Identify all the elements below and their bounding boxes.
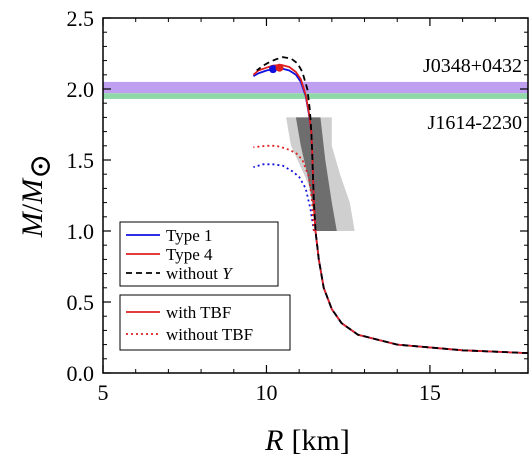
legend-label-part: without: [166, 264, 222, 283]
legend-label: Type 4: [166, 245, 213, 264]
legend-label: without Y: [166, 264, 233, 283]
plot-frame: [102, 17, 529, 374]
legend-tbf-box: [119, 294, 291, 351]
y-tick-label: 0.5: [67, 290, 95, 315]
y-axis-var: M: [16, 210, 49, 238]
legend-tbf: with TBF without TBF: [119, 294, 291, 351]
legend-label: Type 1: [166, 226, 213, 245]
band-1: [103, 93, 528, 99]
legend-label-part: Type 4: [166, 245, 213, 264]
x-axis-unit: [km]: [292, 424, 350, 457]
band-labels: J0348+0432 J1614-2230: [423, 55, 522, 134]
series-line-3: [253, 163, 315, 232]
series-markers: [269, 63, 284, 74]
x-axis-title: R [km]: [264, 424, 350, 457]
series-line-1: [252, 64, 528, 354]
x-tick-label: 5: [98, 380, 109, 405]
band-label-j1614: J1614-2230: [428, 112, 522, 134]
band-label-j0348: J0348+0432: [423, 55, 522, 77]
legend-label-var: Y: [222, 264, 233, 283]
y-tick-label: 1.5: [67, 148, 95, 173]
constraint-regions: [273, 117, 355, 231]
y-axis-sun-symbol: ⊙: [24, 154, 57, 179]
y-axis-slash: /: [16, 203, 49, 212]
legend-label-part: Type 1: [166, 226, 213, 245]
y-tick-label: 2.0: [67, 77, 95, 102]
y-tick-label: 0.0: [67, 361, 95, 386]
marker-0: [269, 65, 277, 74]
axes: 5 10 15 0.0 0.5 1.0 1.5 2.0 2.5: [67, 6, 529, 405]
y-tick-label: 1.0: [67, 219, 95, 244]
axis-titles: R [km]M/M⊙: [16, 154, 350, 457]
x-tick-label: 10: [255, 380, 277, 405]
legend-label: with TBF: [166, 303, 231, 322]
band-0: [103, 81, 528, 94]
pulsar-bands: [103, 81, 528, 99]
y-axis-title: M/M⊙: [16, 154, 57, 238]
series-line-2: [256, 56, 528, 354]
marker-1: [275, 63, 284, 72]
y-axis-sub-var: M: [16, 177, 49, 205]
region-inner: [295, 117, 337, 231]
y-tick-label: 2.5: [67, 6, 95, 31]
x-tick-label: 15: [419, 380, 441, 405]
x-axis-var: R: [264, 424, 283, 457]
legend-label: without TBF: [166, 325, 253, 344]
series-lines: [252, 56, 528, 354]
